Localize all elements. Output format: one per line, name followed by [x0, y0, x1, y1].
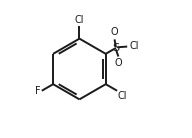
Text: O: O	[115, 59, 122, 68]
Text: F: F	[35, 86, 41, 96]
Text: S: S	[112, 43, 119, 53]
Text: Cl: Cl	[129, 41, 138, 51]
Text: Cl: Cl	[75, 15, 84, 25]
Text: Cl: Cl	[118, 91, 127, 101]
Text: O: O	[111, 27, 118, 38]
